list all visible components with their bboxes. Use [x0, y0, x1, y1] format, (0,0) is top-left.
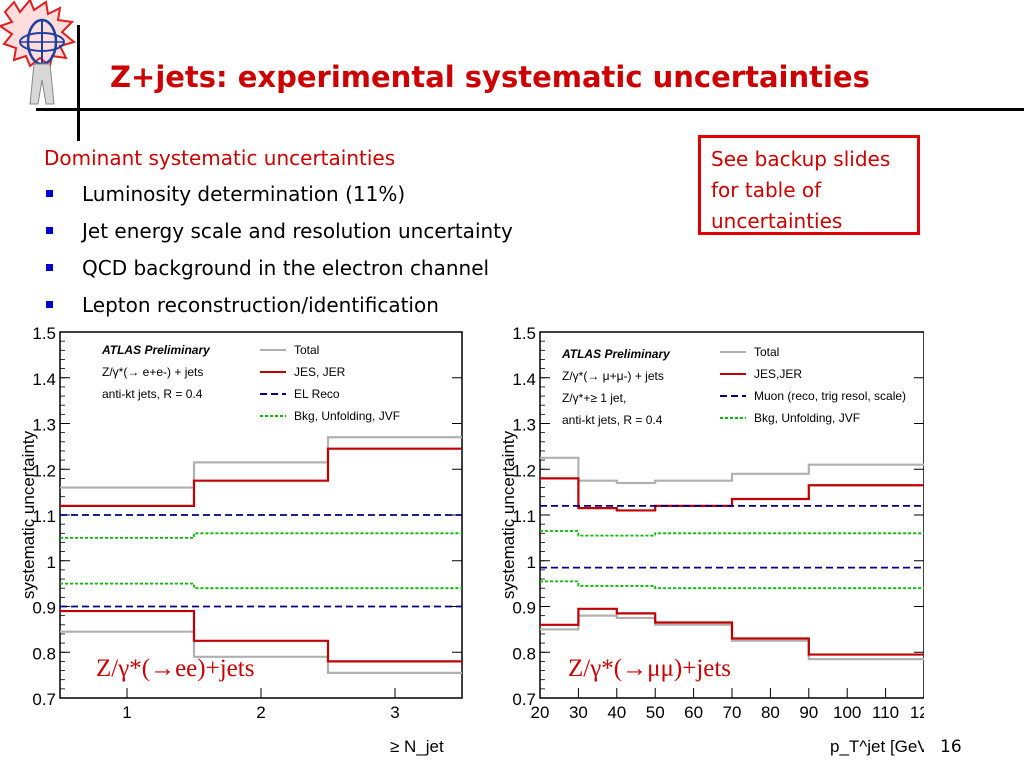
x-axis-label: ≥ N_jet — [390, 737, 444, 756]
backup-callout-box: See backup slides for table of uncertain… — [698, 135, 920, 235]
series-line-up — [60, 447, 462, 507]
legend-entry: Muon (reco, trig resol, scale) — [754, 389, 906, 403]
x-tick-label: 40 — [607, 703, 626, 722]
bullet-item: QCD background in the electron channel — [44, 254, 513, 291]
legend-entry: Bkg, Unfolding, JVF — [294, 409, 400, 423]
title-horizontal-rule — [36, 108, 1024, 111]
series-line-up — [540, 477, 924, 512]
bullet-icon — [46, 264, 53, 271]
atlas-logo — [0, 0, 77, 105]
bullet-text: Lepton reconstruction/identification — [82, 293, 439, 317]
y-tick-label: 1 — [527, 553, 536, 572]
bullet-item: Luminosity determination (11%) — [44, 180, 513, 217]
bullet-item: Jet energy scale and resolution uncertai… — [44, 217, 513, 254]
subheading: Dominant systematic uncertainties — [44, 146, 396, 170]
y-tick-label: 1 — [47, 553, 56, 572]
series-line-down — [540, 580, 924, 590]
plot-annotation: Z/γ*(→ μ+μ-) + jets — [562, 369, 664, 383]
x-tick-label: 30 — [569, 703, 588, 722]
callout-line: uncertainties — [711, 209, 843, 233]
x-tick-label: 100 — [833, 703, 861, 722]
series-line-up — [60, 532, 462, 539]
y-tick-label: 0.9 — [32, 599, 56, 618]
channel-label: Z/γ*(→μμ)+jets — [568, 655, 731, 682]
plot-annotation: anti-kt jets, R = 0.4 — [102, 387, 203, 401]
y-tick-label: 0.9 — [512, 599, 536, 618]
series-line-up — [540, 530, 924, 537]
legend-entry: JES, JER — [294, 365, 346, 379]
channel-label: Z/γ*(→ee)+jets — [96, 655, 254, 682]
series-line-down — [60, 609, 462, 663]
x-tick-label: 110 — [872, 703, 899, 722]
bullet-icon — [46, 301, 53, 308]
y-tick-label: 1.3 — [512, 416, 536, 435]
legend-entry: EL Reco — [294, 387, 340, 401]
x-tick-label: 80 — [761, 703, 780, 722]
series-line-up — [60, 436, 462, 489]
y-tick-label: 1.4 — [32, 370, 56, 389]
y-tick-label: 0.8 — [512, 644, 536, 663]
legend-entry: Total — [294, 343, 319, 357]
y-tick-label: 1.1 — [32, 507, 56, 526]
series-line-down — [60, 630, 462, 674]
legend-entry: Total — [754, 345, 779, 359]
y-tick-label: 0.7 — [32, 690, 56, 709]
y-tick-label: 1.4 — [512, 370, 536, 389]
bullet-list: Luminosity determination (11%) Jet energ… — [44, 180, 513, 328]
legend-entry: Bkg, Unfolding, JVF — [754, 411, 860, 425]
y-tick-label: 0.8 — [32, 644, 56, 663]
x-tick-label: 70 — [723, 703, 742, 722]
series-line-down — [60, 582, 462, 590]
x-tick-label: 120 — [910, 703, 924, 722]
series-line-down — [540, 607, 924, 656]
plot-annotation: Z/γ*(→ e+e-) + jets — [102, 365, 203, 379]
bullet-text: Luminosity determination (11%) — [82, 182, 406, 206]
page-number: 16 — [940, 737, 962, 757]
title-vertical-rule — [77, 25, 80, 141]
bullet-text: Jet energy scale and resolution uncertai… — [82, 219, 513, 243]
y-tick-label: 0.7 — [512, 690, 536, 709]
callout-line: for table of — [711, 178, 822, 202]
y-axis-label: systematic uncertainty — [20, 430, 38, 599]
x-axis-label: p_T^jet [GeV] — [830, 737, 924, 756]
plot-frame — [539, 331, 924, 699]
bullet-text: QCD background in the electron channel — [82, 256, 490, 280]
plot-annotation: anti-kt jets, R = 0.4 — [562, 413, 663, 427]
y-tick-label: 1.5 — [32, 324, 56, 343]
x-tick-label: 2 — [256, 703, 265, 722]
y-tick-label: 1.2 — [32, 461, 56, 480]
series-line-up — [540, 456, 924, 485]
y-tick-label: 1.2 — [512, 461, 536, 480]
x-tick-label: 90 — [799, 703, 818, 722]
callout-line: See backup slides — [711, 147, 891, 171]
plot-annotation: ATLAS Preliminary — [101, 343, 211, 357]
x-tick-label: 20 — [531, 703, 550, 722]
bullet-icon — [46, 227, 53, 234]
x-tick-label: 50 — [646, 703, 665, 722]
x-tick-label: 3 — [390, 703, 399, 722]
plot-annotation: ATLAS Preliminary — [561, 347, 671, 361]
legend-entry: JES,JER — [754, 367, 802, 381]
electron-channel-plot: 0.7 0.8 0.9 1 1.1 1.2 1.3 1.4 1.5 1 2 3 systematic u… — [20, 324, 463, 756]
x-tick-label: 60 — [684, 703, 703, 722]
y-tick-label: 1.3 — [32, 416, 56, 435]
plot-annotation: Z/γ*+≥ 1 jet, — [562, 391, 626, 405]
y-tick-label: 1.5 — [512, 324, 536, 343]
y-tick-label: 1.1 — [512, 507, 536, 526]
bullet-item: Lepton reconstruction/identification — [44, 291, 513, 328]
x-tick-label: 1 — [122, 703, 131, 722]
bullet-icon — [46, 190, 53, 197]
y-axis-label: systematic uncertainty — [499, 430, 518, 599]
muon-channel-plot: 0.7 0.8 0.9 1 1.1 1.2 1.3 1.4 1.5 20 30 40 50 60 70 80 9… — [499, 324, 924, 756]
slide-title: Z+jets: experimental systematic uncertai… — [110, 60, 870, 94]
